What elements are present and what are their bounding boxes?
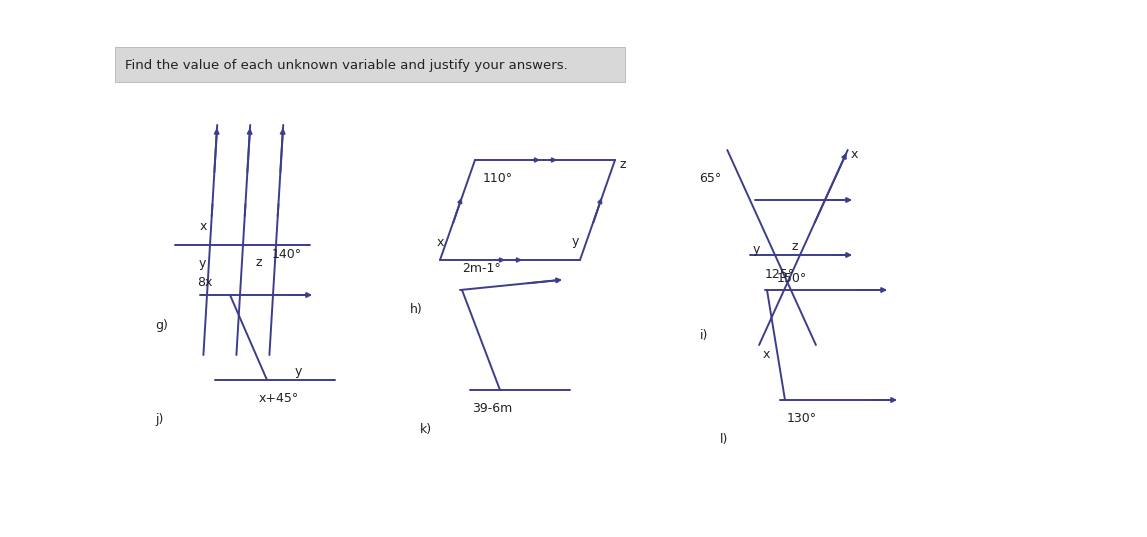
Text: y: y — [198, 257, 206, 270]
Text: h): h) — [409, 303, 423, 316]
Text: 125°: 125° — [765, 268, 795, 281]
Text: x: x — [851, 149, 858, 162]
Text: x: x — [200, 221, 208, 234]
Text: z: z — [621, 158, 626, 171]
FancyBboxPatch shape — [115, 47, 625, 82]
Text: x: x — [437, 236, 444, 249]
Text: z: z — [255, 257, 262, 270]
Text: z: z — [791, 241, 798, 253]
Text: x: x — [763, 349, 771, 361]
Text: l): l) — [720, 433, 728, 446]
Text: 2m-1°: 2m-1° — [462, 262, 501, 274]
Text: 65°: 65° — [700, 171, 721, 185]
Text: 8x: 8x — [197, 277, 212, 289]
Text: k): k) — [420, 424, 432, 437]
Text: 140°: 140° — [272, 249, 302, 262]
Text: 39-6m: 39-6m — [473, 402, 513, 415]
Text: y: y — [295, 366, 303, 379]
Text: x+45°: x+45° — [259, 391, 299, 404]
Text: i): i) — [700, 329, 709, 342]
Text: y: y — [572, 236, 579, 249]
Text: y: y — [752, 243, 760, 257]
Text: g): g) — [155, 318, 167, 331]
Text: 150°: 150° — [777, 272, 807, 285]
Text: 130°: 130° — [787, 411, 817, 425]
Text: Find the value of each unknown variable and justify your answers.: Find the value of each unknown variable … — [125, 59, 568, 71]
Text: 110°: 110° — [483, 171, 513, 185]
Text: j): j) — [155, 413, 163, 426]
